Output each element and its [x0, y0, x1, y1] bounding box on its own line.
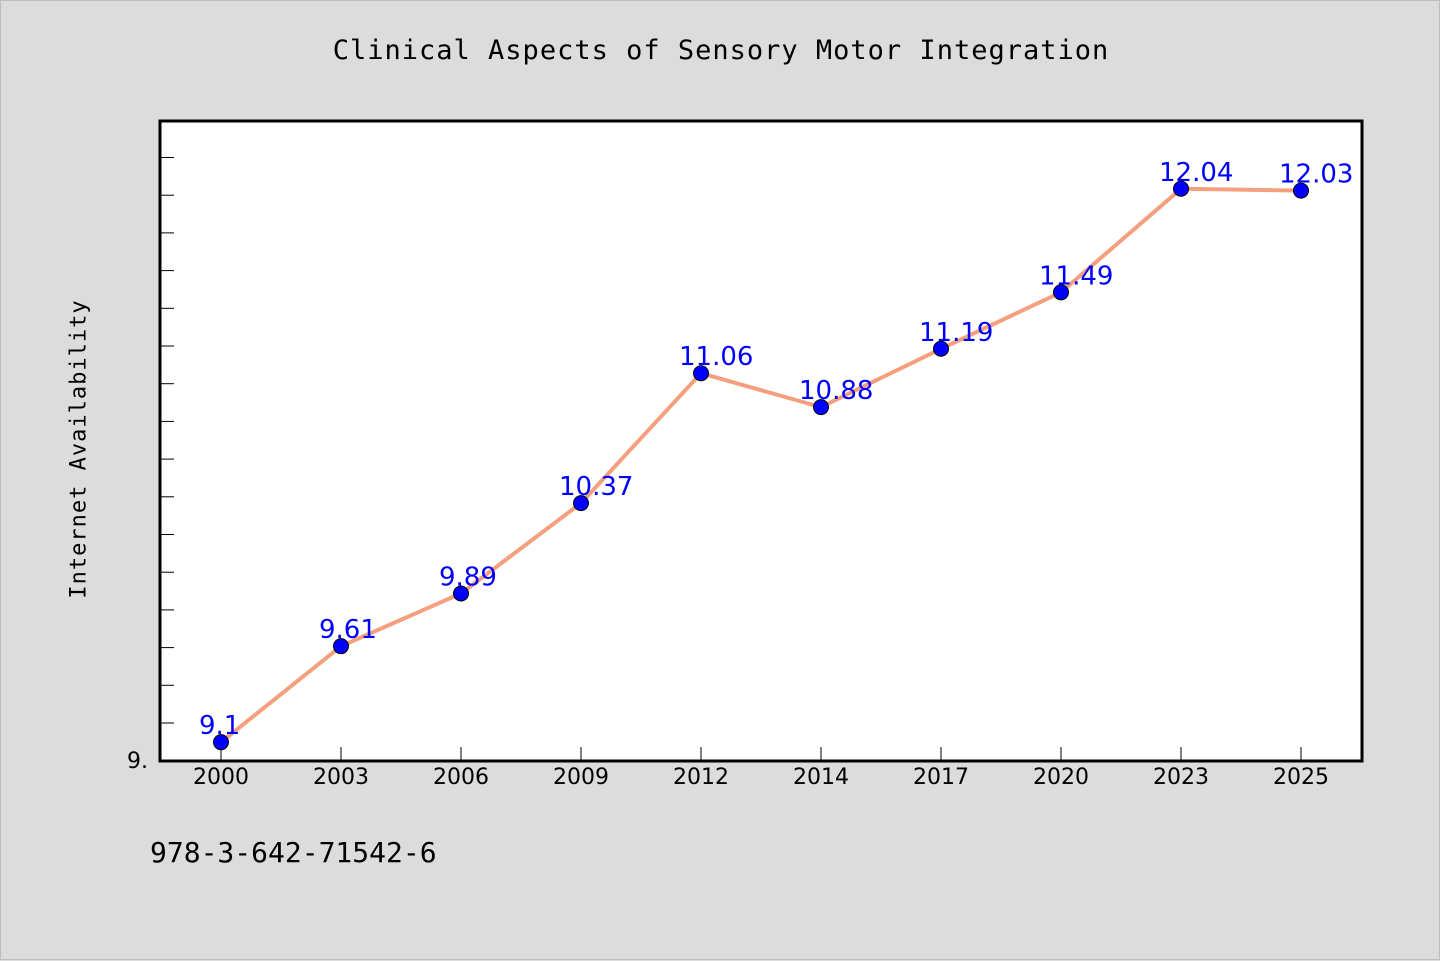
data-label: 10.37	[559, 472, 633, 502]
data-point	[1053, 284, 1069, 301]
x-tick-label: 2009	[553, 765, 609, 790]
data-label: 11.49	[1039, 261, 1113, 291]
y-tick-label: 9.	[127, 749, 148, 774]
data-point	[693, 365, 709, 382]
series-line	[219, 186, 1302, 744]
data-label: 11.06	[679, 342, 753, 372]
data-label: 9.61	[319, 615, 377, 645]
plot-background	[160, 121, 1362, 761]
x-tick-label: 2023	[1153, 765, 1209, 790]
data-label: 12.03	[1279, 160, 1353, 190]
data-label: 9.1	[199, 711, 240, 741]
data-point	[453, 585, 469, 602]
x-tick-label: 2025	[1273, 765, 1329, 790]
data-point	[1293, 182, 1309, 199]
data-point	[573, 495, 589, 512]
data-point	[213, 734, 229, 751]
data-point	[933, 340, 949, 357]
y-axis-ticks	[160, 157, 174, 724]
x-tick-label: 2020	[1033, 765, 1089, 790]
data-point	[1173, 180, 1189, 197]
x-tick-label: 2017	[913, 765, 969, 790]
x-tick-label: 2012	[673, 765, 729, 790]
data-label: 9.89	[439, 562, 497, 592]
x-tick-label: 2000	[193, 765, 249, 790]
data-label: 10.88	[799, 376, 873, 406]
x-tick-label: 2014	[793, 765, 849, 790]
chart-title: Clinical Aspects of Sensory Motor Integr…	[332, 35, 1110, 66]
data-label: 12.04	[1159, 158, 1233, 188]
x-axis-ticks: 2000 2003 2006 2009 2012 2014 2017 2020 2023 2025	[193, 747, 1329, 790]
data-labels: 9.1 9.61 9.89 10.37 11.06 10.88 11.19 11.49 12.0…	[199, 158, 1353, 741]
data-point	[333, 638, 349, 655]
x-tick-label: 2006	[433, 765, 489, 790]
data-point	[813, 399, 829, 416]
footer-identifier: 978-3-642-71542-6	[150, 836, 437, 869]
plot-frame	[158, 119, 1364, 763]
data-points	[213, 180, 1309, 751]
x-tick-label: 2003	[313, 765, 369, 790]
data-label: 11.19	[919, 318, 993, 348]
